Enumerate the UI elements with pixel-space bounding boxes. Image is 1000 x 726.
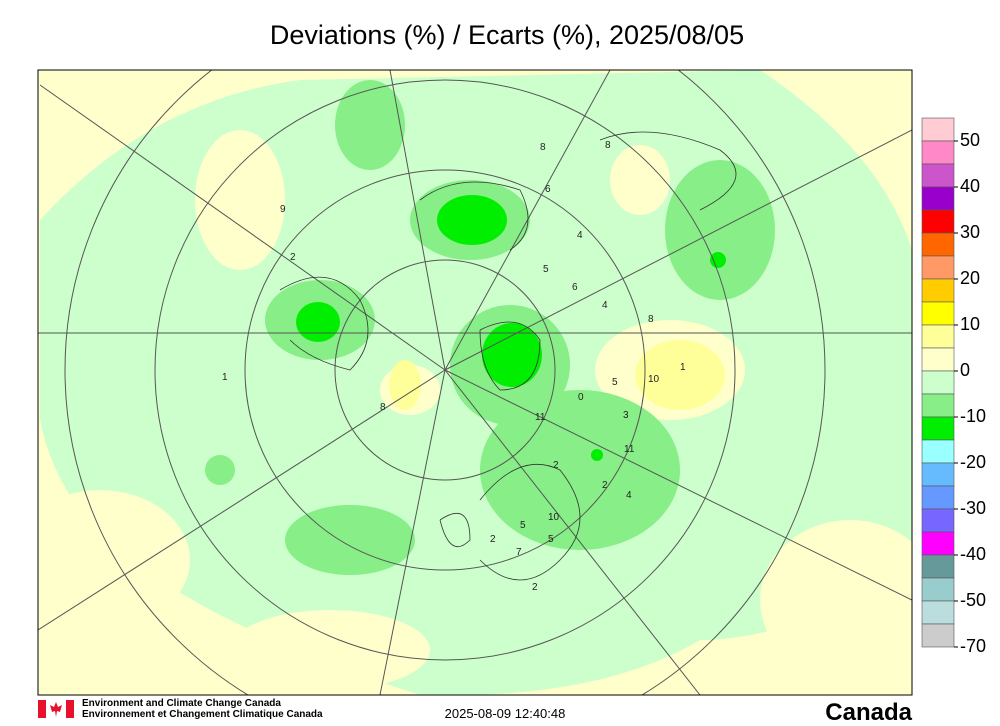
legend-swatch	[921, 117, 955, 142]
legend-label: 30	[960, 222, 980, 242]
legend-swatch	[921, 140, 955, 165]
legend-label: 50	[960, 130, 980, 150]
station-value: 2	[532, 582, 538, 593]
graticule	[38, 70, 912, 695]
station-value: 10	[648, 374, 660, 385]
legend-swatch	[921, 347, 955, 372]
legend-swatch	[921, 623, 955, 648]
station-value: 2	[490, 534, 496, 545]
legend-label: -40	[960, 544, 986, 564]
legend-swatch	[921, 462, 955, 487]
slight-positive-areas	[389, 340, 725, 410]
legend-label: 0	[960, 360, 970, 380]
station-value: 8	[605, 140, 611, 151]
station-value: 10	[548, 512, 560, 523]
timestamp: 2025-08-09 12:40:48	[445, 706, 566, 721]
legend-swatch	[921, 163, 955, 188]
legend-label: 10	[960, 314, 980, 334]
station-value: 2	[602, 480, 608, 491]
station-value: 1	[680, 362, 686, 373]
legend-swatch	[921, 186, 955, 211]
legend-swatch	[921, 485, 955, 510]
strong-negative-areas	[296, 195, 726, 461]
agency-en: Environment and Climate Change Canada	[82, 698, 281, 709]
station-value: 5	[543, 264, 549, 275]
legend-swatch	[921, 554, 955, 579]
legend-swatch	[921, 508, 955, 533]
station-value: 4	[602, 300, 608, 311]
flag-bar	[66, 700, 74, 718]
station-value: 1	[222, 372, 228, 383]
station-value: 8	[540, 142, 546, 153]
legend-label: -10	[960, 406, 986, 426]
station-value: 9	[280, 204, 286, 215]
station-value: 11	[624, 444, 635, 455]
agency-fr: Environnement et Changement Climatique C…	[82, 709, 323, 720]
legend-label: -70	[960, 636, 986, 656]
legend: 50 40 30 20 10 0 -10 -20 -30 -40 -50 -70	[921, 117, 986, 656]
footer: Environment and Climate Change Canada En…	[38, 698, 913, 726]
station-value: 0	[578, 392, 584, 403]
legend-swatch	[921, 439, 955, 464]
station-value: 2	[553, 460, 559, 471]
station-value: 8	[380, 402, 386, 413]
station-value: 2	[290, 252, 296, 263]
legend-swatch	[921, 255, 955, 280]
station-value: 5	[612, 377, 618, 388]
legend-swatch	[921, 301, 955, 326]
green-areas	[205, 80, 775, 575]
wordmark: Canada	[825, 699, 912, 726]
station-value: 4	[626, 490, 632, 501]
legend-swatch	[921, 209, 955, 234]
station-value: 5	[520, 520, 526, 531]
legend-swatch	[921, 232, 955, 257]
legend-label: -50	[960, 590, 986, 610]
title: Deviations (%) / Ecarts (%), 2025/08/05	[270, 20, 744, 50]
legend-label: -20	[960, 452, 986, 472]
legend-swatch	[921, 416, 955, 441]
legend-swatch	[921, 600, 955, 625]
near-normal-areas	[38, 130, 912, 690]
legend-swatch	[921, 324, 955, 349]
station-value: 11	[535, 412, 546, 423]
station-value: 6	[572, 282, 578, 293]
legend-swatch	[921, 278, 955, 303]
legend-swatch	[921, 370, 955, 395]
station-value: 3	[623, 410, 629, 421]
legend-swatch	[921, 531, 955, 556]
legend-label: 40	[960, 176, 980, 196]
station-value: 4	[577, 230, 583, 241]
flag-bar	[38, 700, 46, 718]
legend-label: -30	[960, 498, 986, 518]
coastlines	[279, 131, 737, 581]
flag-leaf	[50, 702, 62, 717]
station-value: 7	[516, 547, 522, 558]
legend-swatch	[921, 577, 955, 602]
station-value: 8	[648, 314, 654, 325]
map-frame	[37, 69, 913, 696]
station-value: 5	[548, 534, 554, 545]
legend-swatch	[921, 393, 955, 418]
legend-label: 20	[960, 268, 980, 288]
station-value: 6	[545, 184, 551, 195]
